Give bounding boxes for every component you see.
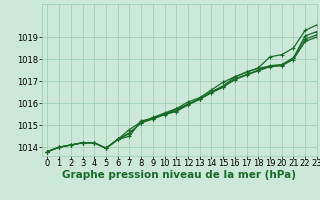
X-axis label: Graphe pression niveau de la mer (hPa): Graphe pression niveau de la mer (hPa) — [62, 170, 296, 180]
